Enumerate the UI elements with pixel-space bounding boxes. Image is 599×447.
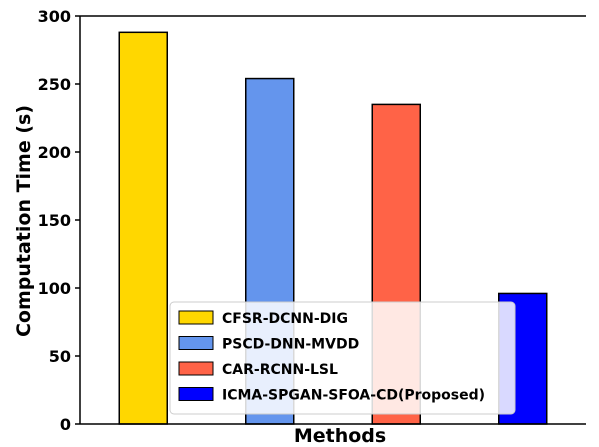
y-tick-label: 200 [38,143,71,162]
y-tick-label: 250 [38,75,71,94]
y-tick-label: 300 [38,7,71,26]
bar [118,31,168,425]
legend-label: CAR-RCNN-LSL [222,362,338,378]
legend-swatch [178,336,214,350]
y-axis-title: Computation Time (s) [13,105,35,337]
y-tick-label: 150 [38,211,71,230]
legend-label: ICMA-SPGAN-SFOA-CD(Proposed) [222,388,485,404]
legend-frame [169,301,516,415]
legend-swatch [178,361,214,376]
x-axis-title: Methods [294,425,386,443]
legend: CFSR-DCNN-DIG PSCD-DNN-MVDD CAR-RCNN-LSL IC… [169,301,516,415]
y-tick-label: 0 [60,415,71,434]
legend-swatch [178,387,214,401]
y-tick-label: 100 [38,279,71,298]
y-ticks-layer: 0 50 100 150 200 250 300 [38,7,80,434]
legend-label: PSCD-DNN-MVDD [222,337,359,353]
legend-label: CFSR-DCNN-DIG [222,311,348,327]
legend-swatch [178,310,214,325]
y-tick-label: 50 [49,347,71,366]
